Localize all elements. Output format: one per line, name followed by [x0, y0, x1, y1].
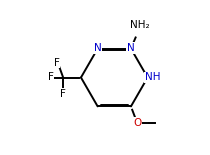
Text: N: N: [94, 43, 101, 53]
Text: F: F: [47, 73, 53, 82]
Text: N: N: [127, 43, 135, 53]
Text: NH₂: NH₂: [130, 20, 149, 30]
Text: F: F: [60, 89, 66, 99]
Text: O: O: [133, 118, 141, 128]
Text: NH: NH: [145, 73, 160, 82]
Text: F: F: [54, 58, 60, 68]
